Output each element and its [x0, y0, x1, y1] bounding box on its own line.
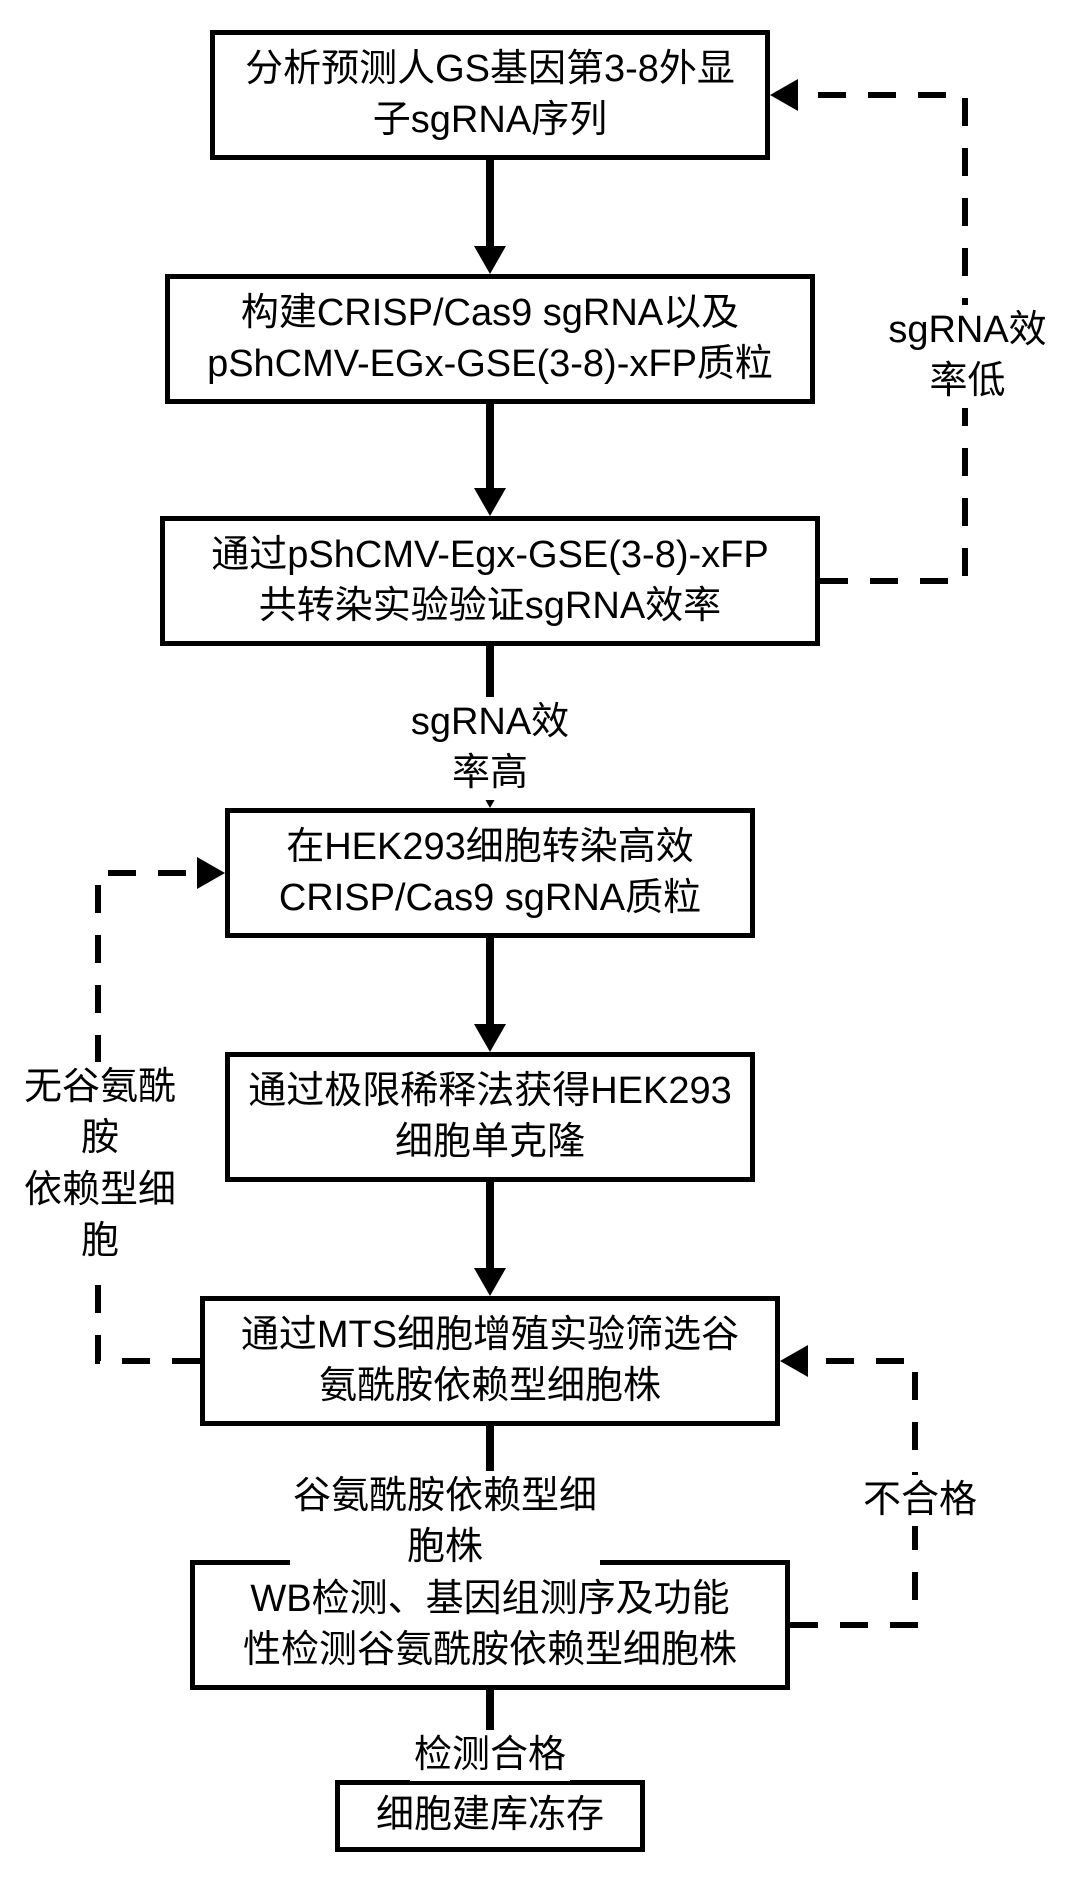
edge-label-l_fail: 不合格 — [860, 1475, 980, 1526]
flowchart-canvas: 分析预测人GS基因第3-8外显子sgRNA序列构建CRISP/Cas9 sgRN… — [0, 0, 1065, 1882]
node-n1: 分析预测人GS基因第3-8外显子sgRNA序列 — [210, 30, 770, 160]
node-n7: WB检测、基因组测序及功能性检测谷氨酰胺依赖型细胞株 — [190, 1560, 790, 1690]
edge-label-l_eff_high: sgRNA效率高 — [391, 697, 589, 800]
node-n8: 细胞建库冻存 — [335, 1780, 645, 1852]
edge-label-l_no_dep: 无谷氨酰胺依赖型细胞 — [10, 1062, 190, 1267]
edge-label-l_pass: 检测合格 — [410, 1730, 570, 1781]
node-n5: 通过极限稀释法获得HEK293细胞单克隆 — [225, 1052, 755, 1182]
edge-label-l_dep: 谷氨酰胺依赖型细胞株 — [290, 1471, 600, 1574]
node-n3: 通过pShCMV-Egx-GSE(3-8)-xFP共转染实验验证sgRNA效率 — [160, 516, 820, 646]
edge-label-l_eff_low: sgRNA效率低 — [870, 305, 1065, 408]
node-n4: 在HEK293细胞转染高效CRISP/Cas9 sgRNA质粒 — [225, 808, 755, 938]
node-n6: 通过MTS细胞增殖实验筛选谷氨酰胺依赖型细胞株 — [200, 1296, 780, 1426]
node-n2: 构建CRISP/Cas9 sgRNA以及pShCMV-EGx-GSE(3-8)-… — [165, 274, 815, 404]
